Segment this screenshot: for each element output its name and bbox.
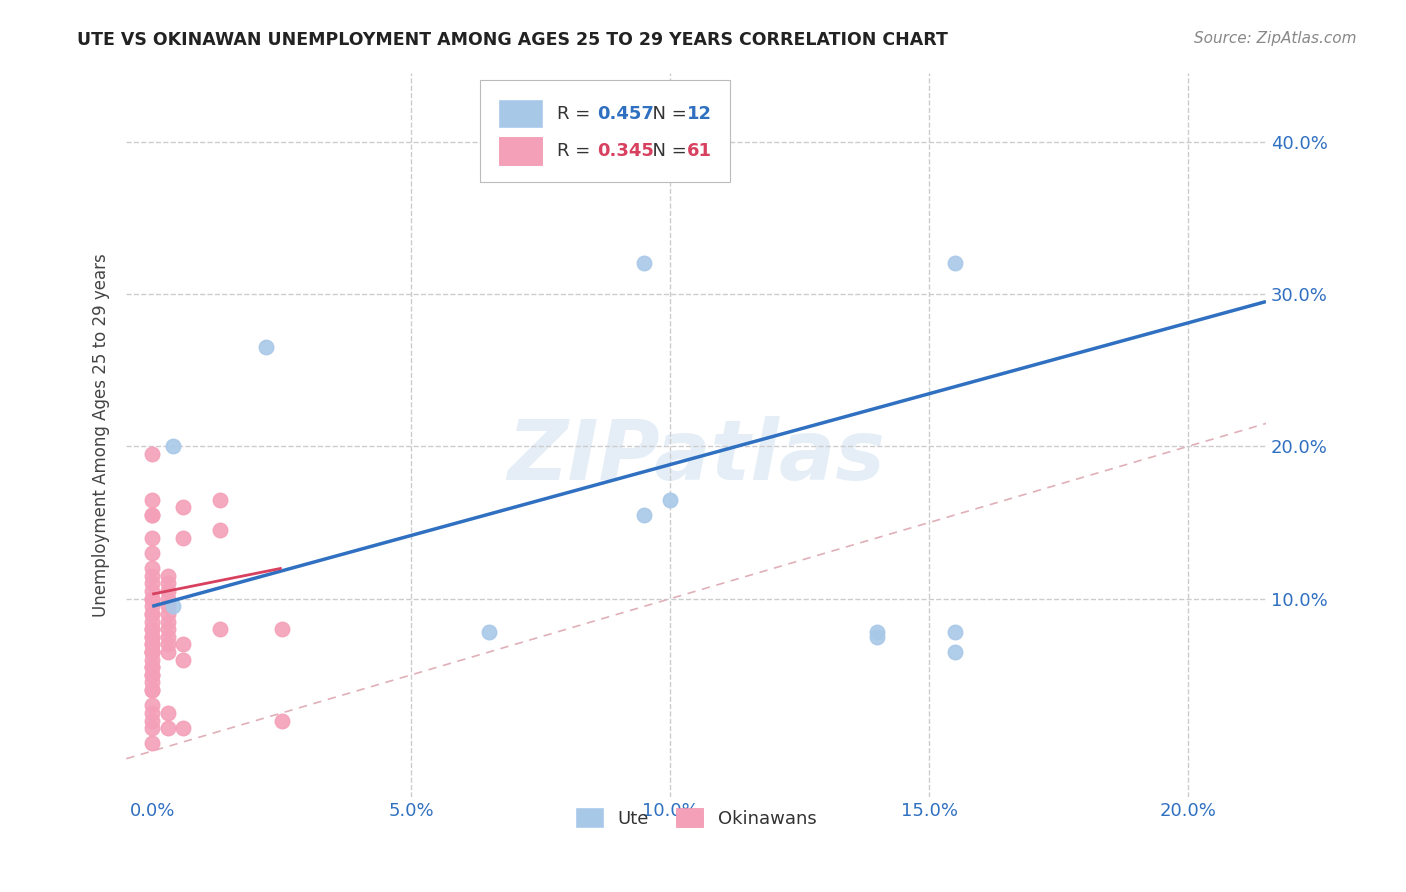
Bar bbox=[499, 100, 543, 128]
Point bbox=[156, 569, 179, 583]
Point bbox=[141, 447, 163, 461]
Legend: Ute, Okinawans: Ute, Okinawans bbox=[569, 801, 824, 835]
FancyBboxPatch shape bbox=[479, 80, 730, 182]
Point bbox=[866, 630, 889, 644]
Point bbox=[141, 561, 163, 575]
Point bbox=[156, 637, 179, 651]
Point bbox=[141, 607, 163, 621]
Point bbox=[141, 706, 163, 720]
Y-axis label: Unemployment Among Ages 25 to 29 years: Unemployment Among Ages 25 to 29 years bbox=[93, 253, 110, 616]
Point bbox=[156, 630, 179, 644]
Point bbox=[156, 706, 179, 720]
Point bbox=[141, 668, 163, 682]
Point bbox=[141, 622, 163, 636]
Point bbox=[943, 625, 966, 640]
Point bbox=[141, 698, 163, 713]
Point bbox=[156, 607, 179, 621]
Point bbox=[162, 599, 184, 614]
Point bbox=[254, 340, 277, 354]
Point bbox=[141, 492, 163, 507]
Point bbox=[141, 653, 163, 667]
Point bbox=[141, 645, 163, 659]
Bar bbox=[499, 137, 543, 165]
Text: UTE VS OKINAWAN UNEMPLOYMENT AMONG AGES 25 TO 29 YEARS CORRELATION CHART: UTE VS OKINAWAN UNEMPLOYMENT AMONG AGES … bbox=[77, 31, 948, 49]
Point bbox=[156, 599, 179, 614]
Point bbox=[141, 546, 163, 560]
Point bbox=[270, 714, 292, 728]
Point bbox=[141, 637, 163, 651]
Point bbox=[866, 625, 889, 640]
Point bbox=[208, 523, 231, 537]
Point bbox=[156, 615, 179, 629]
Point bbox=[156, 576, 179, 591]
Point bbox=[141, 607, 163, 621]
Point bbox=[172, 500, 194, 515]
Point bbox=[141, 645, 163, 659]
Point bbox=[172, 653, 194, 667]
Point bbox=[141, 569, 163, 583]
Point bbox=[172, 531, 194, 545]
Point bbox=[943, 256, 966, 270]
Point bbox=[162, 439, 184, 453]
Point bbox=[141, 721, 163, 735]
Point bbox=[141, 668, 163, 682]
Point bbox=[141, 531, 163, 545]
Point bbox=[141, 508, 163, 522]
Text: 61: 61 bbox=[688, 142, 711, 161]
Point bbox=[141, 645, 163, 659]
Point bbox=[633, 508, 655, 522]
Point bbox=[659, 492, 682, 507]
Point bbox=[172, 637, 194, 651]
Text: Source: ZipAtlas.com: Source: ZipAtlas.com bbox=[1194, 31, 1357, 46]
Point bbox=[208, 622, 231, 636]
Point bbox=[141, 591, 163, 606]
Point bbox=[141, 591, 163, 606]
Point bbox=[141, 683, 163, 698]
Point bbox=[141, 683, 163, 698]
Text: R =: R = bbox=[557, 104, 596, 122]
Text: R =: R = bbox=[557, 142, 596, 161]
Point bbox=[141, 675, 163, 690]
Point bbox=[141, 622, 163, 636]
Point bbox=[633, 256, 655, 270]
Text: 0.345: 0.345 bbox=[598, 142, 654, 161]
Point bbox=[156, 721, 179, 735]
Point bbox=[141, 576, 163, 591]
Point bbox=[141, 584, 163, 599]
Text: ZIPatlas: ZIPatlas bbox=[508, 416, 886, 497]
Point bbox=[141, 508, 163, 522]
Point bbox=[141, 736, 163, 750]
Point bbox=[141, 630, 163, 644]
Point bbox=[141, 637, 163, 651]
Point bbox=[156, 622, 179, 636]
Point bbox=[141, 599, 163, 614]
Point bbox=[141, 660, 163, 674]
Point bbox=[141, 660, 163, 674]
Point bbox=[270, 622, 292, 636]
Text: N =: N = bbox=[641, 104, 693, 122]
Point bbox=[478, 625, 501, 640]
Point bbox=[208, 492, 231, 507]
Text: 12: 12 bbox=[688, 104, 711, 122]
Point bbox=[141, 630, 163, 644]
Text: 0.457: 0.457 bbox=[598, 104, 654, 122]
Point bbox=[156, 584, 179, 599]
Point bbox=[156, 645, 179, 659]
Point bbox=[172, 721, 194, 735]
Text: N =: N = bbox=[641, 142, 693, 161]
Point bbox=[141, 615, 163, 629]
Point bbox=[943, 645, 966, 659]
Point bbox=[141, 714, 163, 728]
Point bbox=[156, 591, 179, 606]
